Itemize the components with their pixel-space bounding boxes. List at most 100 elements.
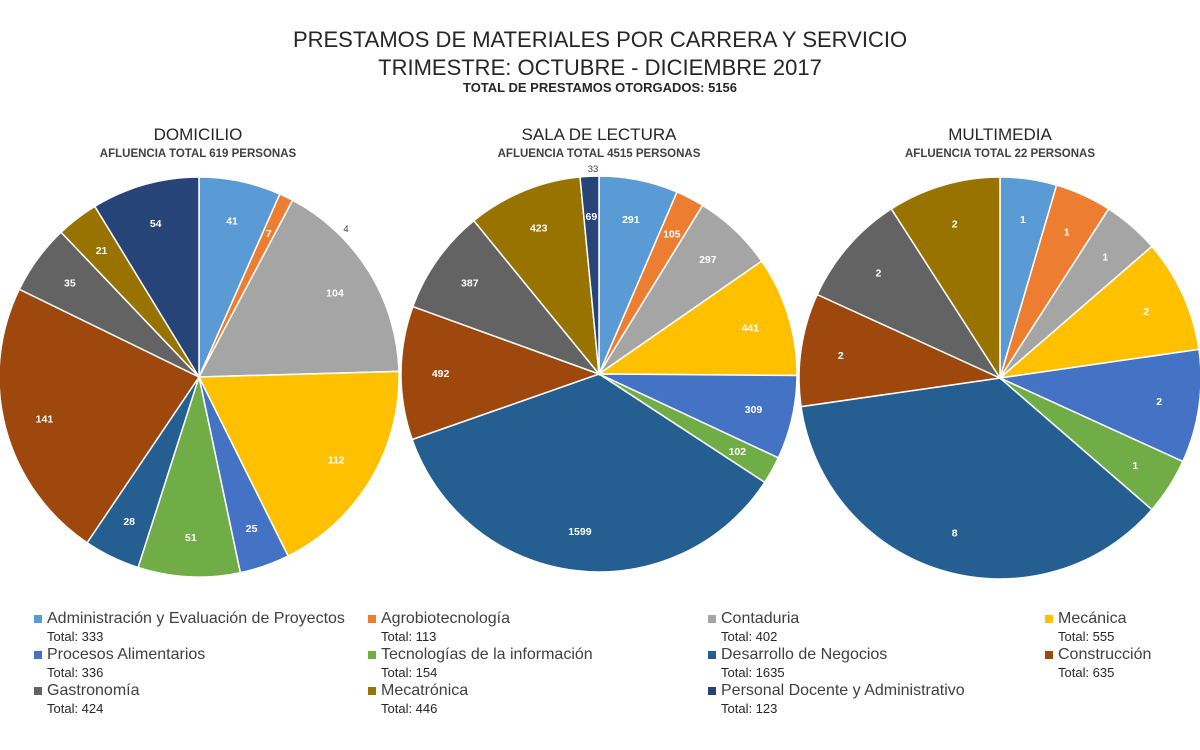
legend-swatch: [368, 651, 376, 659]
legend-label: Construcción: [1058, 646, 1152, 663]
legend-swatch: [34, 651, 42, 659]
pie-sala-de-lectura-slice-mecanica: [596, 260, 798, 377]
legend-swatch: [708, 651, 716, 659]
legend-entry: Gastronomía: [34, 682, 139, 700]
pie-sala-de-lectura-label-agrobiotecnologia: 105: [663, 228, 681, 240]
pie-sala-de-lectura-label-mecatronica: 423: [530, 223, 548, 235]
legend-entry: Mecánica: [1045, 610, 1126, 628]
pie-title-domicilio: DOMICILIO: [153, 125, 243, 144]
pie-sala-de-lectura-slice-construccion: [400, 305, 602, 441]
legend-entry: Contaduria: [708, 610, 799, 628]
legend-total: Total: 635: [1058, 665, 1115, 680]
pie-sala-de-lectura-outside-label: 33: [588, 164, 599, 175]
legend-total: Total: 446: [381, 701, 438, 716]
legend-item-agrobiotecnologia: Agrobiotecnología Total: 113: [368, 610, 510, 644]
pie-title-sala-de-lectura: SALA DE LECTURA: [521, 125, 677, 144]
legend-item-procesos-alimentarios: Procesos Alimentarios Total: 336: [34, 646, 205, 680]
pie-sala-de-lectura-label-tecnologias-de-la-informacion: 102: [729, 446, 747, 458]
legend-total: Total: 336: [47, 665, 104, 680]
legend-entry: Agrobiotecnología: [368, 610, 510, 628]
legend-total: Total: 402: [721, 629, 778, 644]
legend-entry: Construcción: [1045, 646, 1151, 664]
pie-sala-de-lectura-label-mecanica: 441: [742, 322, 760, 334]
pie-domicilio-label-personal-docente-y-administrativo: 54: [150, 218, 162, 230]
pie-multimedia-label-administracion-y-evaluacion-de-proyectos: 1: [1020, 214, 1026, 226]
legend-swatch: [368, 615, 376, 623]
chart-title: PRESTAMOS DE MATERIALES POR CARRERA Y SE…: [292, 27, 908, 52]
legend-item-mecatronica: Mecatrónica Total: 446: [368, 682, 468, 716]
chart-subtitle: TRIMESTRE: OCTUBRE - DICIEMBRE 2017: [378, 55, 822, 80]
legend-total: Total: 424: [47, 701, 104, 716]
legend-swatch: [368, 687, 376, 695]
legend-swatch: [1045, 615, 1053, 623]
chart-total-loans: TOTAL DE PRESTAMOS OTORGADOS: 5156: [462, 80, 737, 95]
legend-total: Total: 123: [721, 701, 778, 716]
pie-domicilio-label-gastronomia: 35: [64, 277, 76, 289]
pie-domicilio-label-construccion: 141: [36, 413, 54, 425]
legend-entry: Mecatrónica: [368, 682, 468, 700]
pie-domicilio-slice-tecnologias-de-la-informacion: [137, 374, 242, 578]
pie-multimedia-slice-desarrollo-de-negocios: [800, 377, 1153, 580]
pie-domicilio-label-mecatronica: 21: [96, 245, 108, 257]
pie-domicilio-label-agrobiotecnologia: 7: [266, 228, 272, 240]
pie-multimedia-label-tecnologias-de-la-informacion: 1: [1132, 460, 1138, 472]
pie-domicilio-label-administracion-y-evaluacion-de-proyectos: 41: [226, 215, 238, 227]
pie-sala-de-lectura-slice-gastronomia: [411, 219, 602, 376]
legend-swatch: [708, 615, 716, 623]
pie-sala-de-lectura-label-construccion: 492: [432, 368, 450, 380]
pie-multimedia-label-mecatronica: 2: [952, 219, 958, 231]
legend-item-administracion-y-evaluacion-de-proyectos: Administración y Evaluación de Proyectos…: [34, 610, 345, 644]
pie-domicilio-slice-construccion: [0, 288, 201, 544]
pie-domicilio-label-procesos-alimentarios: 25: [246, 523, 258, 535]
pie-sala-de-lectura-slice-mecatronica: [472, 176, 600, 377]
pie-multimedia-slice-mecanica: [997, 245, 1200, 380]
pie-domicilio-slice-mecanica: [197, 370, 400, 558]
pie-multimedia-label-mecanica: 2: [1143, 306, 1149, 318]
pie-title-multimedia: MULTIMEDIA: [948, 125, 1052, 144]
legend-item-desarrollo-de-negocios: Desarrollo de Negocios Total: 1635: [708, 646, 887, 680]
legend-entry: Desarrollo de Negocios: [708, 646, 887, 664]
pie-multimedia-label-desarrollo-de-negocios: 8: [952, 527, 958, 539]
pie-subtitle-sala-de-lectura: AFLUENCIA TOTAL 4515 PERSONAS: [497, 148, 701, 160]
legend-item-personal-docente-y-administrativo: Personal Docente y Administrativo Total: …: [708, 682, 965, 716]
pie-multimedia-label-construccion: 2: [838, 350, 844, 362]
pie-multimedia-label-procesos-alimentarios: 2: [1156, 396, 1162, 408]
legend-item-gastronomia: Gastronomía Total: 424: [34, 682, 139, 716]
pie-multimedia-label-contaduria: 1: [1102, 251, 1108, 263]
pie-sala-de-lectura-label-administracion-y-evaluacion-de-proyectos: 291: [622, 214, 640, 226]
legend-label: Tecnologías de la información: [381, 646, 593, 663]
pie-multimedia-slice-construccion: [798, 293, 1003, 408]
legend-swatch: [1045, 651, 1053, 659]
pie-domicilio-slice-personal-docente-y-administrativo: [93, 176, 200, 380]
legend-total: Total: 555: [1058, 629, 1115, 644]
legend-entry: Tecnologías de la información: [368, 646, 593, 664]
legend-entry: Personal Docente y Administrativo: [708, 682, 965, 700]
legend-swatch: [34, 687, 42, 695]
legend-label: Contaduria: [721, 610, 800, 627]
pie-multimedia-slice-procesos-alimentarios: [997, 348, 1200, 463]
pie-subtitle-domicilio: AFLUENCIA TOTAL 619 PERSONAS: [99, 148, 297, 160]
pie-sala-de-lectura-label-gastronomia: 387: [461, 277, 479, 289]
legend-total: Total: 333: [47, 629, 104, 644]
pie-sala-de-lectura-slice-desarrollo-de-negocios: [411, 373, 766, 573]
pie-sala-de-lectura-label-procesos-alimentarios: 309: [745, 404, 763, 416]
legend-entry: Administración y Evaluación de Proyectos: [34, 610, 345, 628]
pie-domicilio-outside-label: 4: [343, 224, 348, 235]
legend-label: Administración y Evaluación de Proyectos: [47, 610, 345, 627]
pie-domicilio-label-contaduria: 104: [326, 288, 344, 300]
legend-item-mecanica: Mecánica Total: 555: [1045, 610, 1126, 644]
legend-total: Total: 154: [381, 665, 438, 680]
legend-label: Procesos Alimentarios: [47, 646, 206, 663]
legend-total: Total: 1635: [721, 665, 785, 680]
pie-multimedia-label-agrobiotecnologia: 1: [1064, 227, 1070, 239]
legend-label: Gastronomía: [47, 682, 140, 699]
legend-label: Mecánica: [1058, 610, 1127, 627]
legend-label: Agrobiotecnología: [381, 610, 510, 627]
pie-domicilio-label-mecanica: 112: [328, 454, 345, 466]
pie-multimedia-label-gastronomia: 2: [876, 268, 882, 280]
legend-item-tecnologias-de-la-informacion: Tecnologías de la información Total: 154: [368, 646, 593, 680]
pie-domicilio-slice-contaduria: [197, 199, 400, 378]
legend-entry: Procesos Alimentarios: [34, 646, 205, 664]
legend-label: Mecatrónica: [381, 682, 469, 699]
